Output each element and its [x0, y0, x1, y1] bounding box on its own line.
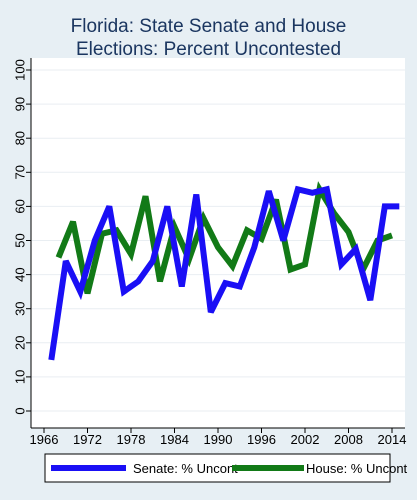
x-tick-label: 1966 — [30, 432, 59, 447]
x-tick-label: 1990 — [204, 432, 233, 447]
x-tick-label: 1972 — [73, 432, 102, 447]
y-tick-label: 100 — [13, 59, 28, 81]
x-tick-label: 2014 — [378, 432, 407, 447]
axis-ticks: 0 10 20 30 40 50 60 70 80 90 100 1966 1972 1978 1984 19… — [13, 59, 407, 447]
legend-label-house: House: % Uncont — [306, 461, 408, 476]
y-tick-label: 50 — [13, 233, 28, 247]
y-tick-label: 80 — [13, 131, 28, 145]
y-tick-label: 30 — [13, 301, 28, 315]
y-tick-label: 40 — [13, 267, 28, 281]
chart-title: Florida: State Senate and House — [71, 16, 347, 37]
y-tick-label: 20 — [13, 336, 28, 350]
y-tick-label: 60 — [13, 199, 28, 213]
chart-subtitle: Elections: Percent Uncontested — [76, 39, 341, 60]
y-tick-label: 10 — [13, 370, 28, 384]
series-lines — [48, 181, 400, 361]
x-tick-label: 1984 — [160, 432, 189, 447]
legend-label-senate: Senate: % Uncont — [133, 461, 238, 476]
x-tick-label: 2008 — [334, 432, 363, 447]
x-tick-label: 1978 — [117, 432, 146, 447]
y-tick-label: 70 — [13, 165, 28, 179]
y-tick-label: 0 — [13, 407, 28, 414]
senate-series-line — [48, 185, 400, 361]
legend: Senate: % Uncont House: % Uncont — [44, 453, 408, 483]
x-tick-label: 2002 — [291, 432, 320, 447]
x-tick-label: 1996 — [247, 432, 276, 447]
y-tick-label: 90 — [13, 97, 28, 111]
